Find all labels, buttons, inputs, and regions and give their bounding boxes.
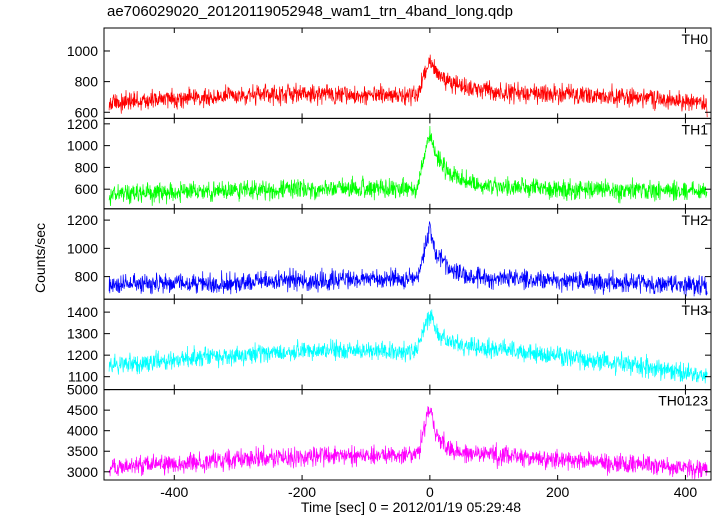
y-tick-label: 1200 [67,212,98,228]
panel-th0: 600 800 1000 TH0 [67,27,712,120]
series-th2 [108,221,708,297]
y-tick-label: 1400 [67,304,98,320]
panel-th1: 600 800 1000 1200 TH1 [67,116,712,210]
y-tick-label: 3500 [67,443,98,459]
series-th0 [108,54,708,118]
y-tick-label: 800 [75,159,99,175]
y-tick-label: 1300 [67,326,98,342]
series-th0123 [108,406,708,480]
x-tick-label: 400 [674,484,698,500]
y-tick-label: 1100 [68,369,98,385]
panel-th0123: 3000 3500 4000 4500 5000 TH0123 [67,382,712,481]
panel-frame [103,389,712,481]
x-tick-label: -400 [160,484,188,500]
x-tick-label: 0 [426,484,434,500]
x-tick-label: 200 [546,484,570,500]
x-axis: -400 -200 0 200 400 [160,484,697,500]
y-tick-label: 600 [75,104,99,120]
y-tick-label: 5000 [67,382,98,398]
panel-label: TH3 [682,302,709,318]
y-tick-label: 600 [75,181,99,197]
y-tick-label: 4500 [67,402,98,418]
panel-th3: 1100 1200 1300 1400 TH3 [67,298,712,391]
chart-title: ae706029020_20120119052948_wam1_trn_4ban… [107,3,513,20]
x-axis-label: Time [sec] 0 = 2012/01/19 05:29:48 [301,499,521,515]
y-tick-label: 1000 [67,240,98,256]
panel-label: TH2 [682,212,709,228]
y-tick-label: 3000 [67,464,98,480]
y-tick-label: 1000 [67,138,98,154]
panel-label: TH0 [682,31,709,47]
x-tick-label: -200 [288,484,316,500]
y-tick-label: 800 [75,74,99,90]
panel-frame [103,298,712,391]
series-th1 [108,125,708,207]
y-tick-label: 1200 [67,116,98,132]
panel-th2: 800 1000 1200 TH2 [67,208,712,300]
y-tick-label: 800 [75,269,99,285]
series-th3 [108,309,708,384]
y-tick-label: 1000 [67,43,98,59]
panels: 600 800 1000 TH0 600 800 1000 1200 TH1 800 1000 120… [67,27,712,481]
y-axis-label: Counts/sec [32,223,48,293]
panel-frame [103,27,712,119]
y-tick-label: 4000 [67,423,98,439]
y-tick-label: 1200 [67,347,98,363]
panel-label: TH1 [682,121,709,137]
panel-label: TH0123 [658,393,708,409]
